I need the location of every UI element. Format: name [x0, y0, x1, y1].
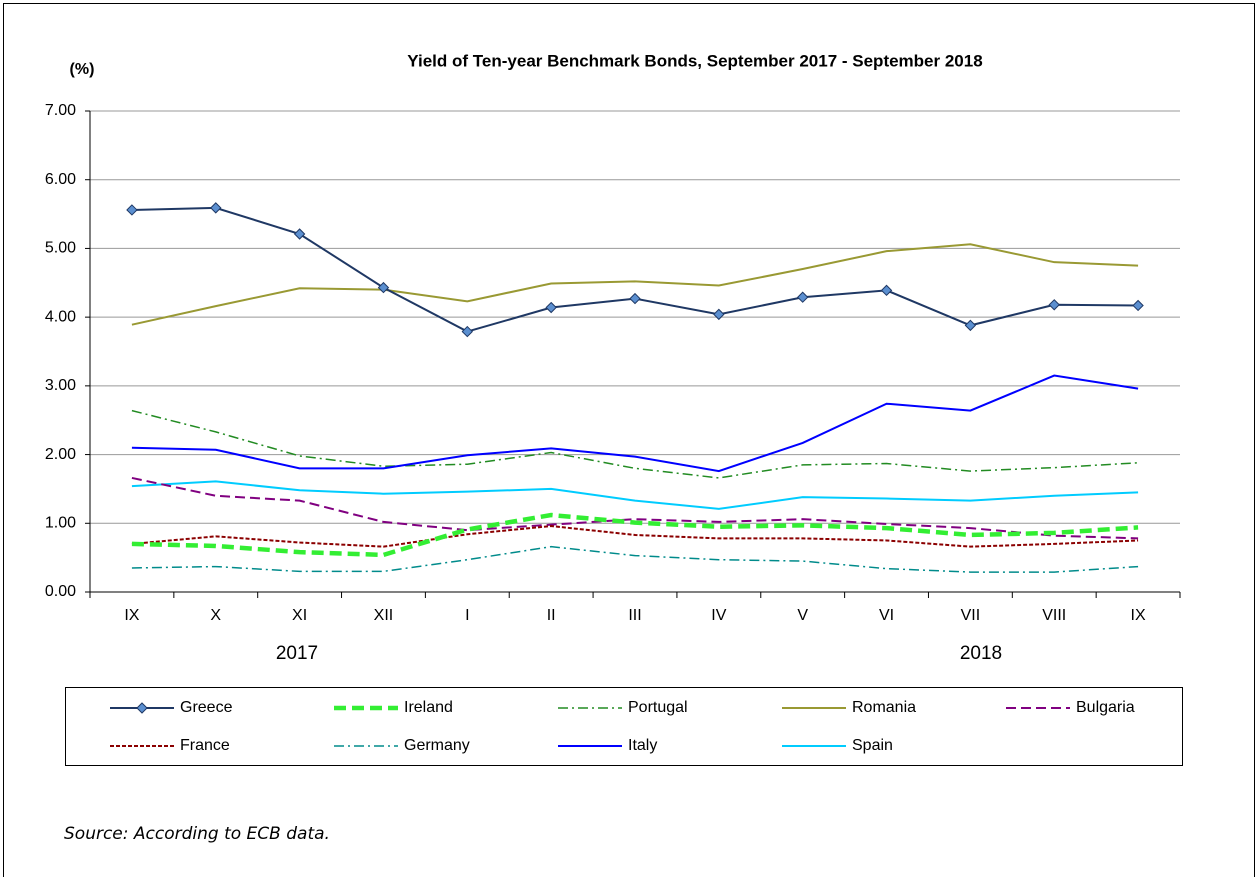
legend-label: Spain: [852, 737, 893, 754]
x-tick-label: I: [465, 607, 469, 624]
legend-label: Bulgaria: [1076, 699, 1135, 716]
series-line: [131, 206, 1139, 333]
y-tick-label: 1.00: [45, 515, 76, 532]
legend-marker: [136, 702, 148, 714]
x-tick-label: VII: [961, 607, 981, 624]
point-marker: [964, 319, 977, 332]
legend-label: Ireland: [404, 699, 453, 716]
x-tick-label: VI: [879, 607, 894, 624]
frame: [3, 3, 1255, 877]
series-line: [131, 243, 1139, 326]
point-marker: [796, 291, 809, 303]
year-label: 2017: [276, 643, 318, 664]
chart-title: Yield of Ten-year Benchmark Bonds, Septe…: [407, 51, 982, 70]
source-note: Source: According to ECB data.: [64, 824, 330, 844]
legend-label: France: [180, 737, 230, 754]
legend-label: Portugal: [628, 699, 688, 716]
year-label: 2018: [960, 643, 1002, 664]
y-tick-label: 5.00: [45, 240, 76, 257]
x-tick-label: XI: [292, 607, 307, 624]
point-marker: [461, 325, 474, 338]
point-marker: [713, 308, 725, 321]
point-marker: [377, 281, 390, 294]
point-marker: [545, 301, 557, 314]
y-tick-label: 0.00: [45, 583, 76, 600]
series-line: [131, 476, 1139, 540]
x-tick-label: IX: [124, 607, 139, 624]
x-tick-label: VIII: [1042, 607, 1066, 624]
y-tick-label: 7.00: [45, 102, 76, 119]
x-tick-label: X: [210, 607, 221, 624]
x-tick-label: II: [547, 607, 556, 624]
point-marker: [1132, 299, 1144, 312]
y-tick-label: 6.00: [45, 171, 76, 188]
x-tick-label: V: [797, 607, 808, 624]
y-tick-label: 4.00: [45, 308, 76, 325]
x-tick-label: IV: [711, 607, 726, 624]
series-line: [131, 480, 1139, 510]
x-tick-label: III: [628, 607, 641, 624]
series-line: [131, 512, 1139, 558]
series-line: [131, 409, 1139, 479]
y-tick-label: 3.00: [45, 377, 76, 394]
x-tick-label: XII: [374, 607, 394, 624]
x-tick-label: IX: [1131, 607, 1146, 624]
series-line: [131, 545, 1139, 573]
point-marker: [629, 292, 641, 305]
y-tick-label: 2.00: [45, 446, 76, 463]
series-line: [131, 374, 1139, 473]
legend-label: Greece: [180, 699, 233, 716]
y-axis-label: (%): [70, 61, 95, 78]
legend-box: [65, 687, 1183, 766]
legend-label: Italy: [628, 737, 657, 754]
point-marker: [1048, 299, 1060, 311]
point-marker: [880, 284, 893, 297]
legend-label: Romania: [852, 699, 916, 716]
legend-label: Germany: [404, 737, 470, 754]
point-marker: [293, 228, 306, 240]
point-marker: [210, 202, 222, 214]
point-marker: [126, 204, 138, 216]
series-line: [131, 525, 1139, 548]
